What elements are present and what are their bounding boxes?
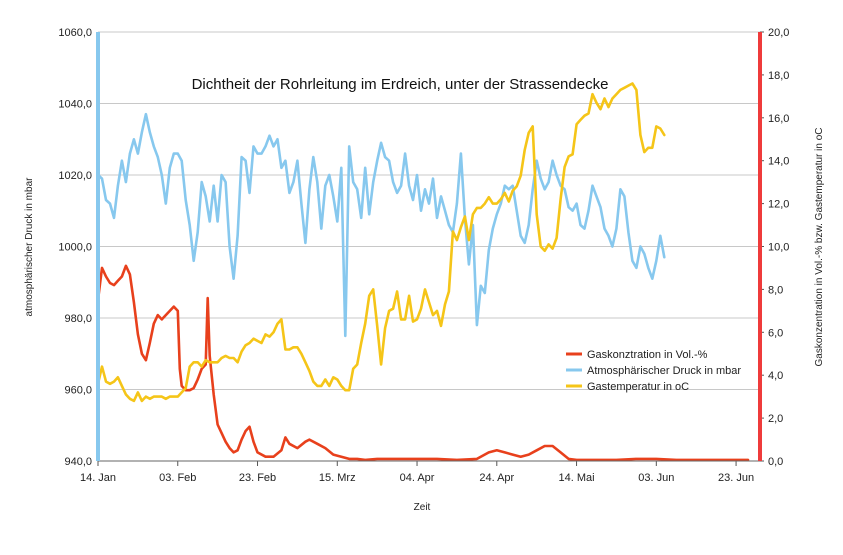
y-right-tick-label: 14,0: [768, 156, 789, 168]
series-line-0: [96, 264, 750, 462]
x-tick-label: 24. Apr: [479, 472, 514, 484]
x-tick-label: 14. Mai: [559, 472, 595, 484]
legend-label: Atmosphärischer Druck in mbar: [587, 365, 741, 377]
x-tick-label: 04. Apr: [400, 472, 435, 484]
y-right-tick-label: 4,0: [768, 370, 783, 382]
series-line-2: [96, 82, 666, 403]
tick-labels: 940,0 960,0 980,0 1000,0 1020,0 1040,0 1060,0 0…: [58, 27, 789, 484]
y-right-tick-label: 12,0: [768, 199, 789, 211]
y-left-tick-label: 1060,0: [58, 27, 92, 39]
series-layer: [96, 82, 750, 462]
x-tick-label: 23. Feb: [239, 472, 276, 484]
y-left-tick-label: 960,0: [64, 385, 92, 397]
y-right-tick-label: 18,0: [768, 70, 789, 82]
y-left-axis-label: atmosphärischer Druck in mbar: [24, 177, 35, 317]
legend-label: Gastemperatur in oC: [587, 381, 689, 393]
series-line-1: [96, 112, 666, 338]
y-left-tick-label: 940,0: [64, 456, 92, 468]
y-right-tick-label: 0,0: [768, 456, 783, 468]
y-left-tick-label: 1000,0: [58, 242, 92, 254]
y-right-tick-label: 8,0: [768, 284, 783, 296]
x-tick-label: 15. Mrz: [319, 472, 356, 484]
y-right-tick-label: 16,0: [768, 113, 789, 125]
y-left-tick-label: 1020,0: [58, 170, 92, 182]
y-right-tick-label: 10,0: [768, 242, 789, 254]
legend: Gaskonztration in Vol.-% Atmosphärischer …: [566, 349, 741, 393]
x-tick-label: 14. Jan: [80, 472, 116, 484]
x-axis-label: Zeit: [414, 502, 431, 513]
x-tick-label: 23. Jun: [718, 472, 754, 484]
y-right-tick-label: 20,0: [768, 27, 789, 39]
legend-label: Gaskonztration in Vol.-%: [587, 349, 708, 361]
grid: [98, 31, 760, 462]
y-right-axis-label: Gaskonzentration in Vol.-% bzw. Gastempe…: [814, 127, 825, 366]
axes: [96, 31, 764, 466]
y-left-tick-label: 1040,0: [58, 99, 92, 111]
y-right-tick-label: 6,0: [768, 327, 783, 339]
y-left-tick-label: 980,0: [64, 313, 92, 325]
x-tick-label: 03. Jun: [638, 472, 674, 484]
chart-title: Dichtheit der Rohrleitung im Erdreich, u…: [192, 76, 609, 93]
y-right-tick-label: 2,0: [768, 413, 783, 425]
x-tick-label: 03. Feb: [159, 472, 196, 484]
